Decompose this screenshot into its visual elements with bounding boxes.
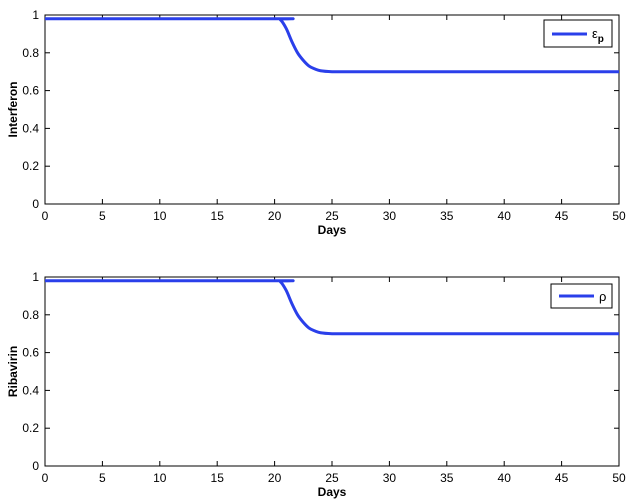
- y-tick-label: 0.4: [22, 121, 39, 135]
- y-tick-label: 0.6: [22, 346, 39, 360]
- x-tick-label: 0: [42, 471, 49, 485]
- x-tick-label: 35: [440, 209, 454, 223]
- y-tick-label: 1: [32, 270, 39, 284]
- x-tick-label: 25: [325, 209, 339, 223]
- x-tick-label: 35: [440, 471, 454, 485]
- x-tick-label: 20: [268, 471, 282, 485]
- series-line: [44, 279, 619, 336]
- y-tick-label: 0: [32, 197, 39, 211]
- x-tick-label: 50: [612, 471, 626, 485]
- plot-area: [44, 14, 620, 205]
- x-tick-label: 40: [498, 209, 512, 223]
- y-tick-label: 1: [32, 8, 39, 22]
- legend: ρ: [550, 283, 613, 309]
- chart-interferon: 0 5 10 15 20 25 30 35 40 45 50 0 0.2 0.4 0.6 0.8 1 Days…: [6, 8, 626, 237]
- y-ticks: 0 0.2 0.4 0.6 0.8 1: [22, 8, 619, 211]
- legend: εp: [543, 19, 613, 48]
- x-tick-label: 5: [99, 209, 106, 223]
- y-tick-label: 0: [32, 459, 39, 473]
- y-axis-title: Interferon: [6, 81, 20, 137]
- y-tick-label: 0.8: [22, 308, 39, 322]
- x-axis-title: Days: [318, 223, 347, 237]
- x-tick-label: 0: [42, 209, 49, 223]
- series-line: [44, 17, 619, 74]
- chart-ribavirin: 0 5 10 15 20 25 30 35 40 45 50 0 0.2 0.4 0.6 0.8 1 Days…: [6, 270, 626, 499]
- x-ticks: 0 5 10 15 20 25 30 35 40 45 50: [42, 15, 626, 223]
- x-tick-label: 25: [325, 471, 339, 485]
- y-tick-label: 0.4: [22, 383, 39, 397]
- x-tick-label: 10: [153, 471, 167, 485]
- x-tick-label: 45: [555, 471, 569, 485]
- x-tick-label: 40: [498, 471, 512, 485]
- x-tick-label: 30: [383, 209, 397, 223]
- x-tick-label: 5: [99, 471, 106, 485]
- x-tick-label: 15: [211, 209, 225, 223]
- x-ticks: 0 5 10 15 20 25 30 35 40 45 50: [42, 277, 626, 485]
- x-tick-label: 50: [612, 209, 626, 223]
- x-tick-label: 15: [211, 471, 225, 485]
- y-axis-title: Ribavirin: [6, 346, 20, 397]
- x-tick-label: 10: [153, 209, 167, 223]
- y-tick-label: 0.6: [22, 84, 39, 98]
- y-tick-label: 0.8: [22, 46, 39, 60]
- x-tick-label: 30: [383, 471, 397, 485]
- legend-label: εp: [592, 26, 604, 45]
- x-tick-label: 45: [555, 209, 569, 223]
- legend-label: ρ: [599, 289, 606, 304]
- x-tick-label: 20: [268, 209, 282, 223]
- y-ticks: 0 0.2 0.4 0.6 0.8 1: [22, 270, 619, 473]
- plot-area: [44, 276, 620, 467]
- y-tick-label: 0.2: [22, 159, 39, 173]
- x-axis-title: Days: [318, 485, 347, 499]
- y-tick-label: 0.2: [22, 421, 39, 435]
